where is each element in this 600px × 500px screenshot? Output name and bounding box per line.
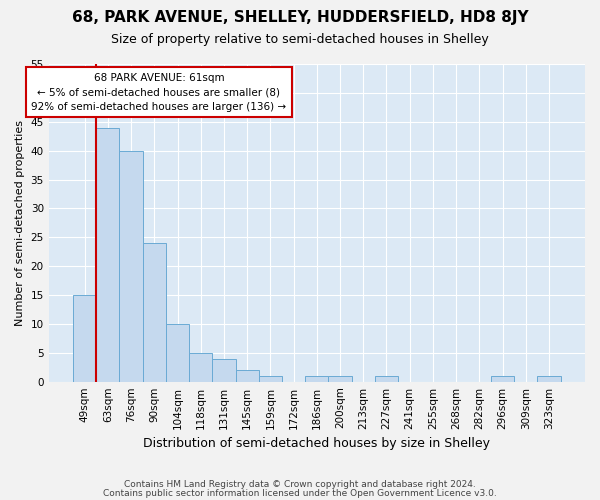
Bar xyxy=(212,358,236,382)
Bar xyxy=(119,150,143,382)
Bar xyxy=(328,376,352,382)
Text: Contains public sector information licensed under the Open Government Licence v3: Contains public sector information licen… xyxy=(103,489,497,498)
Bar xyxy=(96,128,119,382)
Text: 68 PARK AVENUE: 61sqm
← 5% of semi-detached houses are smaller (8)
92% of semi-d: 68 PARK AVENUE: 61sqm ← 5% of semi-detac… xyxy=(31,72,287,112)
Bar xyxy=(259,376,282,382)
Text: Contains HM Land Registry data © Crown copyright and database right 2024.: Contains HM Land Registry data © Crown c… xyxy=(124,480,476,489)
Bar xyxy=(73,295,96,382)
Bar xyxy=(491,376,514,382)
Bar xyxy=(538,376,560,382)
Text: Size of property relative to semi-detached houses in Shelley: Size of property relative to semi-detach… xyxy=(111,32,489,46)
Bar xyxy=(143,243,166,382)
Bar xyxy=(166,324,189,382)
Text: 68, PARK AVENUE, SHELLEY, HUDDERSFIELD, HD8 8JY: 68, PARK AVENUE, SHELLEY, HUDDERSFIELD, … xyxy=(71,10,529,25)
Bar xyxy=(375,376,398,382)
Bar xyxy=(236,370,259,382)
Bar xyxy=(305,376,328,382)
Bar xyxy=(189,353,212,382)
X-axis label: Distribution of semi-detached houses by size in Shelley: Distribution of semi-detached houses by … xyxy=(143,437,490,450)
Y-axis label: Number of semi-detached properties: Number of semi-detached properties xyxy=(15,120,25,326)
